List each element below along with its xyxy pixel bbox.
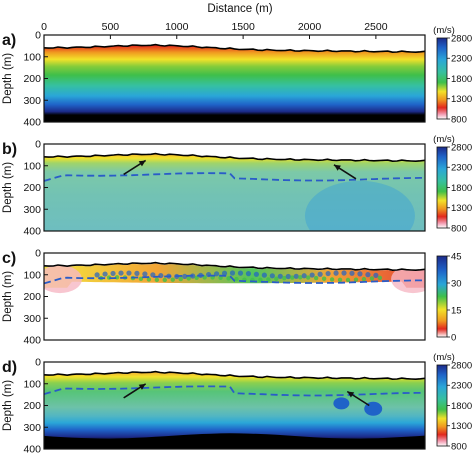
basement	[44, 433, 425, 449]
y-tick-label: 100	[23, 269, 41, 281]
colorbar-unit: (m/s)	[433, 134, 455, 145]
y-tick-label: 300	[23, 422, 41, 434]
colorbar-tick-label: 800	[451, 114, 467, 125]
x-axis-label: Distance (m)	[207, 3, 272, 15]
panel-2	[44, 144, 425, 231]
panel-label: a)	[2, 32, 16, 49]
topography-line	[44, 261, 425, 272]
dashed-boundary	[44, 385, 425, 397]
x-tick-label: 1000	[165, 21, 189, 33]
colorbar-tick-label: 2300	[451, 163, 472, 174]
dashed-boundary	[44, 274, 425, 285]
topography-line	[44, 43, 425, 54]
dashed-boundary	[44, 172, 425, 182]
y-tick-label: 100	[23, 160, 41, 172]
colorbar-tick-label: 1800	[451, 74, 472, 85]
colorbar-unit: (m/s)	[433, 352, 455, 363]
panel-label: c)	[2, 250, 16, 267]
topography-line	[44, 370, 425, 381]
x-tick-label: 2000	[298, 21, 322, 33]
air	[44, 35, 425, 53]
topography-line	[44, 152, 425, 163]
panel-1	[44, 35, 425, 122]
colorbar-tick-label: 45	[451, 251, 462, 262]
anomaly	[333, 397, 350, 410]
y-axis-label: Depth (m)	[2, 271, 14, 322]
panel-label: b)	[2, 141, 17, 158]
y-tick-label: 200	[23, 400, 41, 412]
y-tick-label: 400	[23, 117, 41, 129]
y-tick-label: 0	[35, 139, 41, 151]
colorbar-unit: (m/s)	[433, 25, 455, 36]
y-tick-label: 100	[23, 378, 41, 390]
high-velocity-zone	[304, 180, 415, 231]
x-tick-label: 0	[41, 21, 47, 33]
arrow-head	[347, 391, 355, 398]
y-tick-label: 400	[23, 335, 41, 347]
y-tick-label: 300	[23, 204, 41, 216]
arrow-head	[138, 383, 146, 390]
colorbar-tick-label: 800	[451, 441, 467, 452]
colorbar-tick-label: 2800	[451, 360, 472, 371]
ray-coverage	[44, 263, 425, 288]
y-axis-label: Depth (m)	[2, 162, 14, 213]
arrow-head	[333, 164, 341, 171]
colorbar	[436, 255, 448, 338]
colorbar-tick-label: 800	[451, 223, 467, 234]
colorbar-tick-label: 1300	[451, 421, 472, 432]
colorbar-tick-label: 2300	[451, 381, 472, 392]
colorbar-tick-label: 15	[451, 305, 462, 316]
x-tick-label: 500	[102, 21, 120, 33]
y-tick-label: 200	[23, 73, 41, 85]
y-tick-label: 400	[23, 444, 41, 455]
air	[44, 253, 425, 271]
y-axis-label: Depth (m)	[2, 380, 14, 431]
air	[44, 362, 425, 380]
colorbar	[436, 146, 448, 229]
colorbar	[436, 364, 448, 447]
y-tick-label: 300	[23, 313, 41, 325]
colorbar-tick-label: 1300	[451, 94, 472, 105]
y-axis-label: Depth (m)	[2, 53, 14, 104]
panel-3	[44, 253, 425, 340]
colorbar-tick-label: 1800	[451, 401, 472, 412]
air	[44, 144, 425, 162]
y-tick-label: 0	[35, 248, 41, 260]
colorbar-tick-label: 30	[451, 278, 462, 289]
y-tick-label: 200	[23, 182, 41, 194]
colorbar-tick-label: 2800	[451, 142, 472, 153]
y-tick-label: 0	[35, 30, 41, 42]
x-tick-label: 1500	[231, 21, 255, 33]
colorbar	[436, 37, 448, 120]
panel-label: d)	[2, 359, 17, 376]
y-tick-label: 0	[35, 357, 41, 369]
x-tick-label: 2500	[364, 21, 388, 33]
colorbar-tick-label: 1300	[451, 203, 472, 214]
y-tick-label: 200	[23, 291, 41, 303]
arrow-head	[138, 160, 146, 167]
colorbar-tick-label: 2300	[451, 54, 472, 65]
y-tick-label: 300	[23, 95, 41, 107]
y-tick-label: 100	[23, 51, 41, 63]
colorbar-tick-label: 1800	[451, 183, 472, 194]
colorbar-tick-label: 0	[451, 332, 456, 343]
colorbar-tick-label: 2800	[451, 33, 472, 44]
y-tick-label: 400	[23, 226, 41, 238]
panel-4	[44, 362, 425, 449]
